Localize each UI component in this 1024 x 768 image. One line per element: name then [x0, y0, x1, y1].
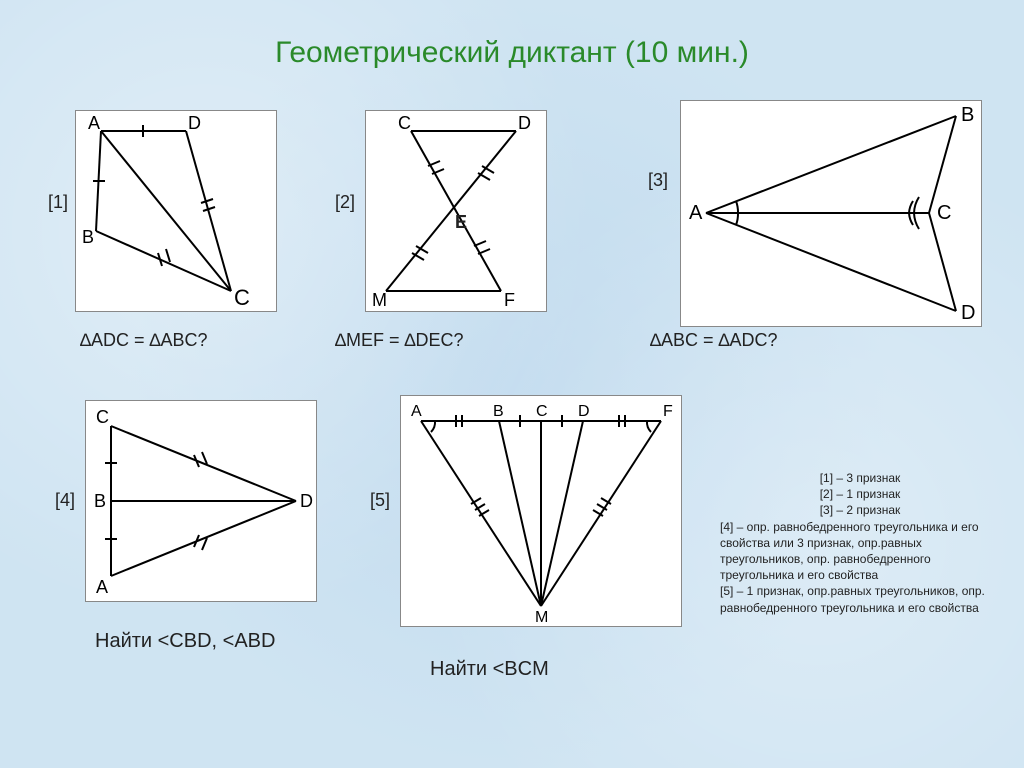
problem-4-tag: [4]	[55, 490, 75, 511]
vertex-label: C	[96, 407, 109, 427]
vertex-label: D	[188, 113, 201, 133]
problem-3-tag: [3]	[648, 170, 668, 191]
problem-4-figure: C B A D	[86, 401, 316, 601]
vertex-label: A	[88, 113, 100, 133]
problem-2-e-label: E	[455, 212, 467, 233]
problem-4-panel: C B A D	[85, 400, 317, 602]
vertex-label: B	[94, 491, 106, 511]
answer-line: [4] – опр. равнобедренного треугольника …	[720, 519, 1000, 584]
vertex-label: B	[961, 104, 974, 126]
vertex-label: A	[96, 577, 108, 597]
vertex-label: C	[937, 202, 951, 224]
vertex-label: A	[689, 202, 703, 224]
problem-2-question: ∆MEF = ∆DEC?	[335, 330, 464, 351]
problem-1-figure: A D B C	[76, 111, 276, 311]
vertex-label: B	[82, 227, 94, 247]
answer-line: [5] – 1 признак, опр.равных треугольнико…	[720, 583, 1000, 615]
vertex-label: D	[578, 403, 590, 420]
vertex-label: D	[300, 491, 313, 511]
problem-5-figure: A B C D F M	[401, 396, 681, 626]
vertex-label: C	[398, 113, 411, 133]
problem-2-figure: C D M F	[366, 111, 546, 311]
problem-5-question: Найти <BCM	[430, 658, 549, 681]
problem-1-panel: A D B C	[75, 110, 277, 312]
vertex-label: A	[411, 403, 422, 420]
vertex-label: D	[961, 302, 975, 324]
problem-3-question: ∆ABC = ∆ADC?	[650, 330, 778, 351]
answer-line: [3] – 2 признак	[720, 502, 1000, 518]
problem-3-figure: A B C D	[681, 101, 981, 326]
problem-1-question: ∆ADC = ∆ABC?	[80, 330, 208, 351]
page-title: Геометрический диктант (10 мин.)	[0, 36, 1024, 70]
problem-5-tag: [5]	[370, 490, 390, 511]
vertex-label: B	[493, 403, 504, 420]
problem-4-question: Найти <CBD, <ABD	[95, 630, 275, 653]
vertex-label: M	[372, 290, 387, 310]
problem-2-panel: C D M F	[365, 110, 547, 312]
answers-block: [1] – 3 признак [2] – 1 признак [3] – 2 …	[720, 470, 1000, 616]
answer-line: [2] – 1 признак	[720, 486, 1000, 502]
vertex-label: C	[234, 285, 250, 310]
vertex-label: M	[535, 609, 548, 626]
problem-3-panel: A B C D	[680, 100, 982, 327]
vertex-label: D	[518, 113, 531, 133]
problem-5-panel: A B C D F M	[400, 395, 682, 627]
vertex-label: C	[536, 403, 548, 420]
problem-1-tag: [1]	[48, 192, 68, 213]
vertex-label: F	[504, 290, 515, 310]
answer-line: [1] – 3 признак	[720, 470, 1000, 486]
problem-2-tag: [2]	[335, 192, 355, 213]
vertex-label: F	[663, 403, 673, 420]
